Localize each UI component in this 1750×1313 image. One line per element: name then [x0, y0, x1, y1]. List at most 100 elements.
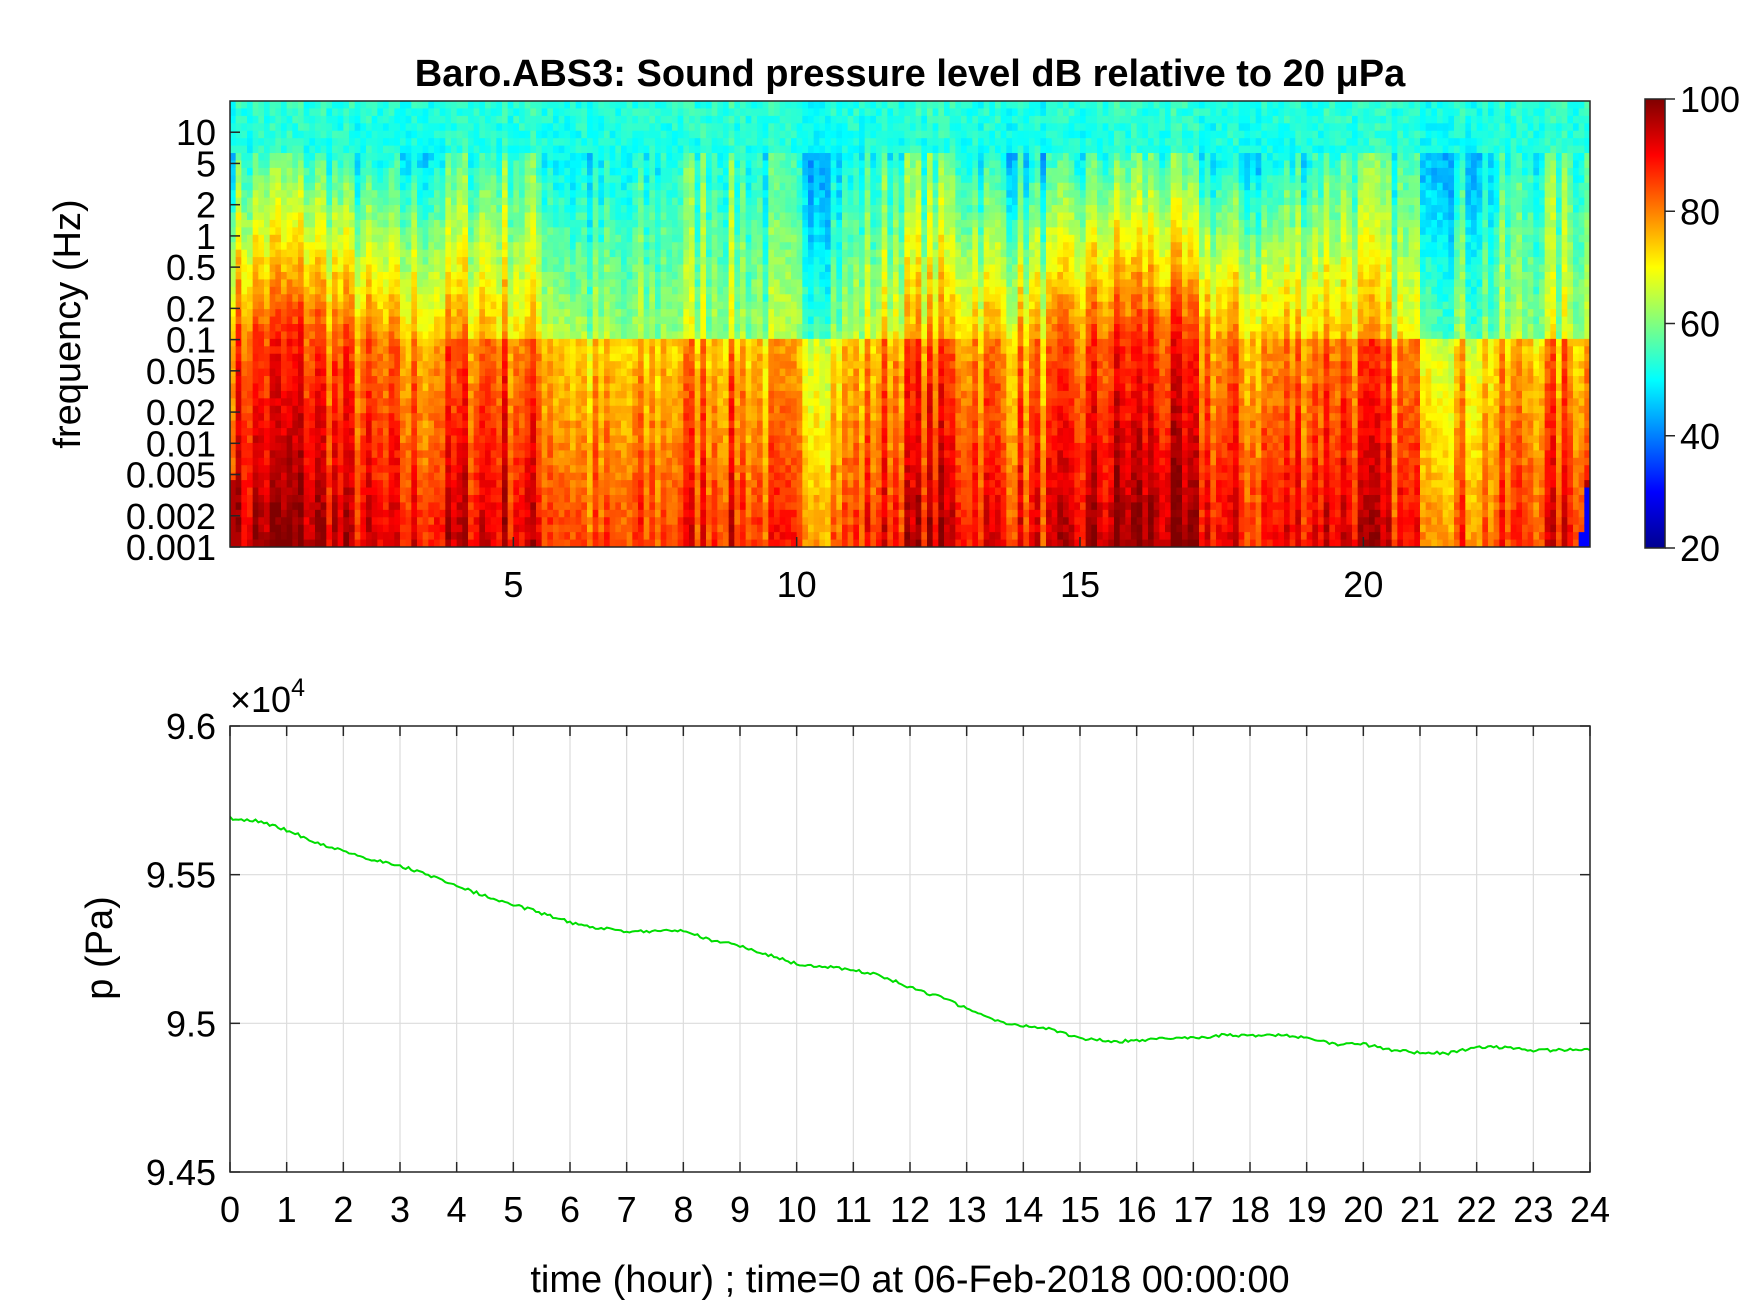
- spectrogram-cell: [315, 279, 322, 288]
- spectrogram-cell: [507, 435, 514, 444]
- spectrogram-cell: [655, 442, 662, 451]
- spectrogram-cell: [660, 219, 667, 228]
- spectrogram-cell: [468, 346, 475, 355]
- spectrogram-cell: [621, 509, 628, 518]
- spectrogram-cell: [592, 182, 599, 191]
- spectrogram-cell: [536, 465, 543, 474]
- spectrogram-cell: [230, 509, 237, 518]
- spectrogram-cell: [360, 435, 367, 444]
- spectrogram-cell: [513, 108, 520, 117]
- spectrogram-cell: [524, 190, 531, 199]
- spectrogram-cell: [536, 428, 543, 437]
- spectrogram-cell: [247, 524, 254, 533]
- spectrogram-cell: [604, 294, 611, 303]
- spectrogram-cell: [468, 175, 475, 184]
- spectrogram-cell: [587, 532, 594, 541]
- spectrogram-cell: [598, 324, 605, 333]
- spectrogram-cell: [320, 435, 327, 444]
- spectrogram-cell: [247, 472, 254, 481]
- spectrogram-cell: [683, 457, 690, 466]
- spectrogram-cell: [677, 338, 684, 347]
- spectrogram-cell: [592, 108, 599, 117]
- spectrogram-cell: [286, 205, 293, 214]
- spectrogram-cell: [507, 539, 514, 547]
- spectrogram-cell: [462, 502, 469, 511]
- spectrogram-cell: [366, 353, 373, 362]
- spectrogram-cell: [292, 324, 299, 333]
- spectrogram-cell: [581, 442, 588, 451]
- spectrogram-cell: [417, 115, 424, 124]
- spectrogram-cell: [298, 145, 305, 154]
- spectrogram-cell: [281, 472, 288, 481]
- spectrogram-cell: [320, 472, 327, 481]
- spectrogram-cell: [275, 197, 282, 206]
- spectrogram-cell: [315, 405, 322, 414]
- spectrogram-cell: [609, 368, 616, 377]
- spectrogram-cell: [292, 442, 299, 451]
- spectrogram-cell: [649, 368, 656, 377]
- spectrogram-cell: [394, 182, 401, 191]
- spectrogram-cell: [462, 353, 469, 362]
- spectrogram-cell: [360, 465, 367, 474]
- spectrogram-cell: [445, 286, 452, 295]
- spectrogram-cell: [292, 331, 299, 340]
- spectrogram-cell: [547, 494, 554, 503]
- spectrogram-cell: [553, 101, 560, 110]
- spectrogram-cell: [609, 271, 616, 280]
- spectrogram-cell: [570, 271, 577, 280]
- spectrogram-cell: [377, 338, 384, 347]
- spectrogram-cell: [541, 361, 548, 370]
- spectrogram-cell: [258, 205, 265, 214]
- spectrogram-cell: [400, 539, 407, 547]
- spectrogram-cell: [672, 480, 679, 489]
- spectrogram-cell: [241, 234, 248, 243]
- spectrogram-cell: [360, 138, 367, 147]
- spectrogram-cell: [530, 197, 537, 206]
- spectrogram-cell: [655, 153, 662, 162]
- spectrogram-cell: [247, 205, 254, 214]
- spectrogram-cell: [309, 167, 316, 176]
- spectrogram-cell: [275, 383, 282, 392]
- spectrogram-cell: [575, 472, 582, 481]
- spectrogram-cell: [507, 405, 514, 414]
- spectrogram-cell: [377, 331, 384, 340]
- spectrogram-cell: [677, 539, 684, 547]
- spectrogram-cell: [536, 115, 543, 124]
- spectrogram-cell: [694, 487, 701, 496]
- spectrogram-cell: [269, 442, 276, 451]
- spectrogram-cell: [354, 249, 361, 258]
- spectrogram-cell: [411, 205, 418, 214]
- spectrogram-cell: [360, 376, 367, 385]
- spectrogram-cell: [524, 160, 531, 169]
- spectrogram-cell: [581, 145, 588, 154]
- spectrogram-cell: [615, 428, 622, 437]
- spectrogram-cell: [377, 428, 384, 437]
- spectrogram-cell: [598, 242, 605, 251]
- spectrogram-cell: [354, 532, 361, 541]
- spectrogram-cell: [309, 346, 316, 355]
- spectrogram-cell: [536, 301, 543, 310]
- spectrogram-cell: [660, 502, 667, 511]
- spectrogram-cell: [377, 346, 384, 355]
- spectrogram-cell: [247, 376, 254, 385]
- spectrogram-cell: [434, 324, 441, 333]
- spectrogram-cell: [230, 175, 237, 184]
- spectrogram-cell: [649, 353, 656, 362]
- spectrogram-cell: [575, 331, 582, 340]
- spectrogram-cell: [292, 101, 299, 110]
- spectrogram-cell: [496, 524, 503, 533]
- spectrogram-cell: [417, 257, 424, 266]
- spectrogram-cell: [235, 175, 242, 184]
- spectrogram-cell: [530, 509, 537, 518]
- spectrogram-cell: [485, 346, 492, 355]
- spectrogram-cell: [383, 524, 390, 533]
- spectrogram-cell: [672, 494, 679, 503]
- spectrogram-cell: [354, 324, 361, 333]
- spectrogram-cell: [643, 242, 650, 251]
- spectrogram-cell: [694, 316, 701, 325]
- spectrogram-cell: [519, 324, 526, 333]
- spectrogram-cell: [564, 138, 571, 147]
- spectrogram-cell: [275, 101, 282, 110]
- spectrogram-cell: [281, 524, 288, 533]
- spectrogram-cell: [326, 138, 333, 147]
